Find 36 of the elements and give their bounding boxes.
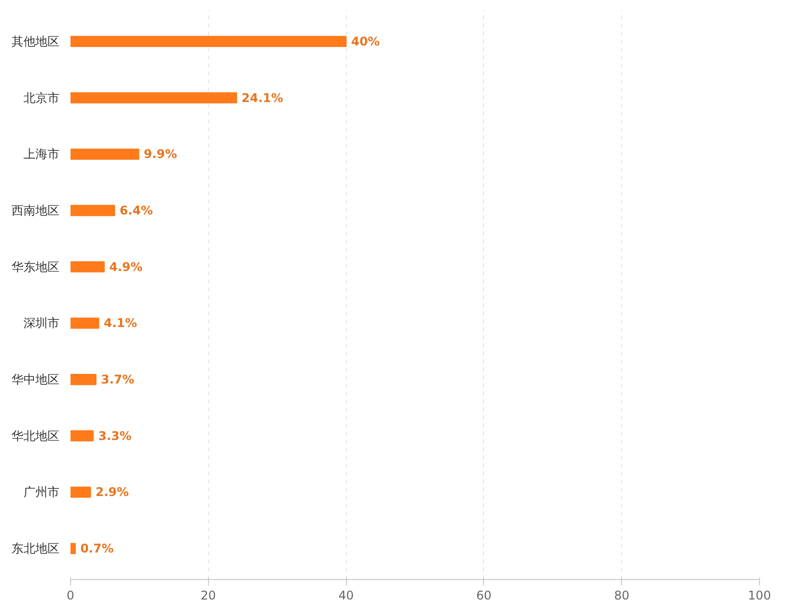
- data-label: 0.7%: [80, 542, 114, 556]
- y-tick-label: 深圳市: [24, 316, 60, 330]
- x-tick-label: 80: [614, 588, 630, 602]
- y-tick-label: 华北地区: [12, 428, 60, 443]
- bar: [70, 486, 91, 498]
- y-tick-label: 东北地区: [12, 542, 60, 556]
- bar: [70, 374, 96, 386]
- bar: [70, 318, 100, 329]
- data-label: 4.9%: [109, 260, 143, 274]
- x-tick-label: 100: [748, 588, 771, 602]
- bar: [70, 92, 238, 104]
- data-label: 6.4%: [120, 203, 153, 218]
- data-label: 3.3%: [98, 428, 132, 443]
- data-label: 24.1%: [242, 90, 284, 105]
- y-tick-label: 华东地区: [12, 260, 60, 274]
- bar: [70, 261, 105, 272]
- data-label: 40%: [351, 34, 380, 48]
- x-tick-label: 0: [66, 588, 74, 602]
- y-tick-label: 广州市: [24, 485, 60, 500]
- bar: [70, 148, 140, 160]
- x-tick-label: 20: [200, 588, 216, 602]
- y-tick-label: 其他地区: [12, 34, 60, 48]
- data-label: 4.1%: [104, 316, 138, 330]
- data-label: 9.9%: [144, 147, 177, 162]
- y-tick-label: 华中地区: [12, 372, 60, 387]
- bar: [70, 204, 116, 216]
- data-label: 3.7%: [100, 372, 134, 387]
- data-label: 2.9%: [95, 485, 129, 500]
- y-tick-label: 西南地区: [12, 203, 60, 218]
- x-tick-label: 40: [338, 588, 354, 602]
- bar: [70, 542, 76, 554]
- bar: [70, 36, 347, 48]
- y-tick-label: 上海市: [24, 147, 60, 162]
- y-tick-label: 北京市: [24, 90, 60, 105]
- bar: [70, 430, 94, 442]
- x-tick-label: 60: [476, 588, 492, 602]
